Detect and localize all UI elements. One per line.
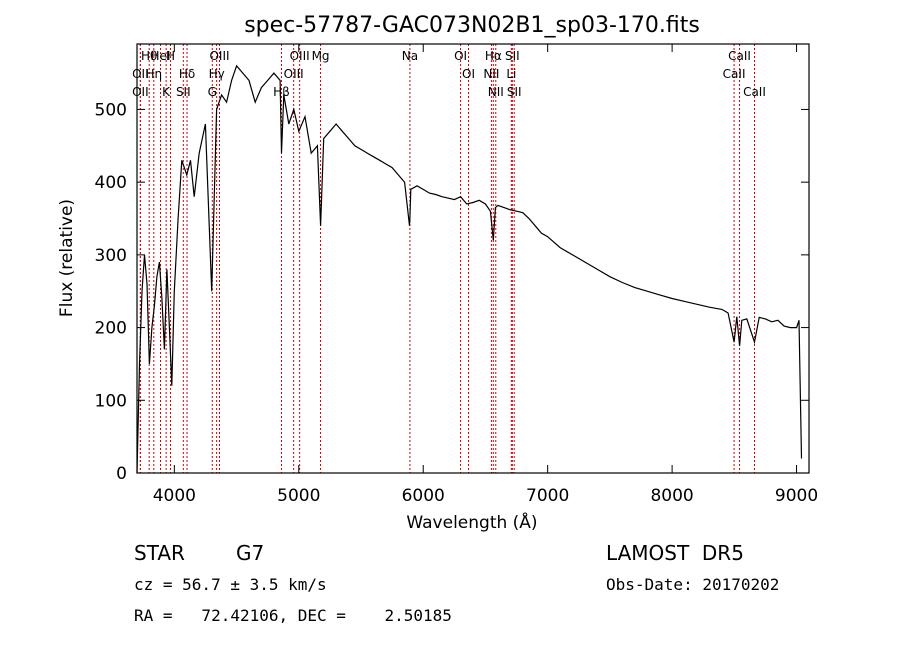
- line-label: SII: [505, 49, 520, 63]
- subclass: G7: [236, 541, 264, 565]
- chart-title: spec-57787-GAC073N02B1_sp03-170.fits: [244, 13, 700, 38]
- line-label: OIII: [284, 67, 304, 81]
- x-tick-label: 6000: [402, 486, 445, 506]
- survey-name: LAMOST DR5: [606, 541, 744, 565]
- y-tick-label: 200: [95, 319, 127, 339]
- line-label: Hη: [145, 67, 162, 81]
- line-label: Hθ: [141, 49, 157, 63]
- line-label: SII: [507, 85, 522, 99]
- line-label: CaII: [728, 49, 751, 63]
- line-label: Li: [506, 67, 516, 81]
- obs-date: Obs-Date: 20170202: [606, 575, 779, 594]
- line-label: CaII: [743, 85, 766, 99]
- y-tick-label: 0: [116, 464, 127, 484]
- x-tick-label: 7000: [526, 486, 569, 506]
- x-tick-label: 9000: [775, 486, 818, 506]
- line-markers-layer: [139, 44, 755, 473]
- y-axis-ticks: 0 100 200 300 400 500: [95, 100, 809, 484]
- line-label: Hα: [485, 49, 502, 63]
- x-tick-label: 8000: [650, 486, 693, 506]
- line-label: HeI: [151, 49, 171, 63]
- line-label: G: [208, 85, 217, 99]
- spectrum-series-line: [136, 64, 803, 474]
- x-axis-label: Wavelength (Å): [406, 511, 537, 533]
- y-tick-label: 100: [95, 391, 127, 411]
- y-tick-label: 300: [95, 246, 127, 266]
- line-label: CaII: [723, 67, 746, 81]
- line-label: H: [166, 49, 175, 63]
- y-axis-label: Flux (relative): [57, 199, 77, 317]
- plot-frame: [136, 43, 810, 474]
- line-label: K: [162, 85, 171, 99]
- line-label: Hγ: [209, 67, 225, 81]
- object-class: STAR: [134, 541, 185, 565]
- line-label: Mg: [312, 49, 330, 63]
- line-label: Na: [402, 49, 418, 63]
- y-tick-label: 400: [95, 173, 127, 193]
- y-tick-label: 500: [95, 100, 127, 120]
- line-label: Hβ: [273, 85, 290, 99]
- redshift-cz: cz = 56.7 ± 3.5 km/s: [134, 575, 327, 594]
- line-label: NII: [488, 85, 504, 99]
- line-label: NII: [483, 67, 499, 81]
- line-label: OII: [132, 85, 149, 99]
- x-axis-ticks: 4000 5000 6000 7000 8000 9000: [153, 44, 818, 506]
- line-label: OIII: [209, 49, 229, 63]
- line-label: SII: [176, 85, 191, 99]
- line-label: OI: [454, 49, 467, 63]
- line-label: OII: [132, 67, 149, 81]
- line-label: OI: [462, 67, 475, 81]
- line-label: Hδ: [179, 67, 195, 81]
- x-tick-label: 5000: [277, 486, 320, 506]
- x-tick-label: 4000: [153, 486, 196, 506]
- coordinates: RA = 72.42106, DEC = 2.50185: [134, 606, 452, 625]
- line-label: OIII: [290, 49, 310, 63]
